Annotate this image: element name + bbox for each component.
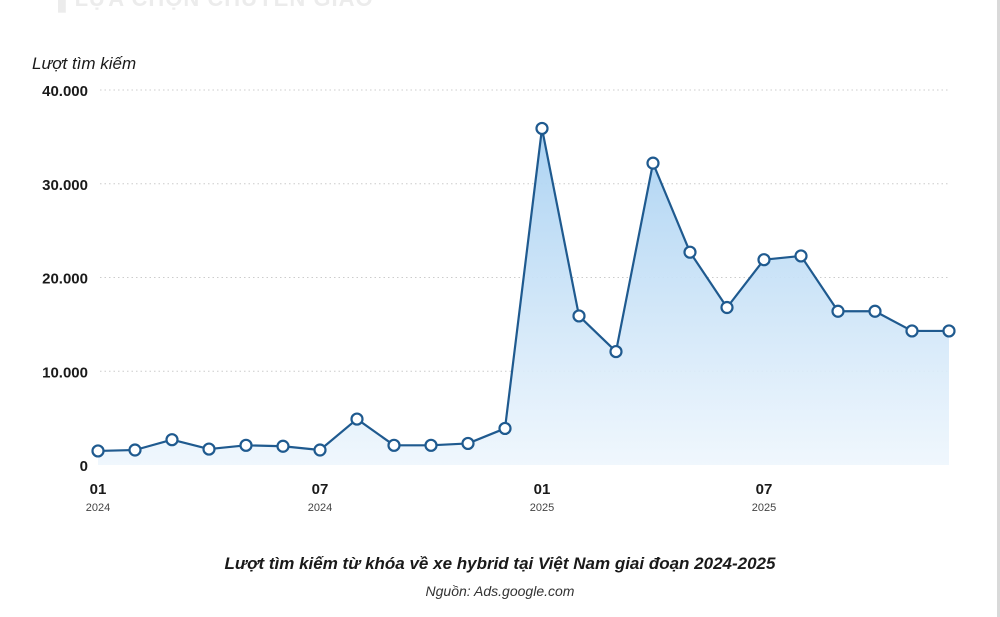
data-point xyxy=(572,309,586,323)
data-point xyxy=(942,324,956,338)
x-tick-year: 2024 xyxy=(86,502,110,514)
y-tick-label: 40.000 xyxy=(42,83,88,100)
data-point xyxy=(91,444,105,458)
data-point xyxy=(350,412,364,426)
data-point xyxy=(128,443,142,457)
x-tick-month: 01 xyxy=(534,481,551,498)
series-area xyxy=(98,128,949,465)
x-tick-year: 2025 xyxy=(752,502,776,514)
x-tick-year: 2024 xyxy=(308,502,332,514)
data-point xyxy=(202,442,216,456)
data-point xyxy=(905,324,919,338)
y-tick-label: 30.000 xyxy=(42,177,88,194)
data-point xyxy=(831,304,845,318)
data-point xyxy=(276,439,290,453)
x-tick-month: 01 xyxy=(90,481,107,498)
data-point xyxy=(794,249,808,263)
data-point xyxy=(535,121,549,136)
y-tick-label: 0 xyxy=(80,458,88,475)
x-tick-month: 07 xyxy=(312,481,329,498)
right-edge-divider xyxy=(997,0,1000,617)
y-tick-label: 10.000 xyxy=(42,364,88,381)
data-point xyxy=(720,300,734,315)
data-point xyxy=(868,304,882,318)
data-point xyxy=(609,344,623,359)
x-tick-month: 07 xyxy=(756,481,773,498)
y-tick-label: 20.000 xyxy=(42,271,88,288)
data-point xyxy=(239,438,253,452)
data-point xyxy=(424,438,438,452)
data-point xyxy=(683,245,697,259)
data-point xyxy=(498,421,512,436)
data-point xyxy=(757,253,771,267)
data-point xyxy=(387,438,401,452)
chart-caption: Lượt tìm kiếm từ khóa về xe hybrid tại V… xyxy=(224,554,776,573)
x-tick-year: 2025 xyxy=(530,502,554,514)
data-point xyxy=(461,436,475,451)
data-point xyxy=(313,443,327,457)
header-fragment: ▌LỰA CHỌN CHUYỂN GIAO xyxy=(58,0,374,12)
y-axis-label: Lượt tìm kiếm xyxy=(32,54,136,73)
data-point xyxy=(646,156,660,170)
chart-source: Nguồn: Ads.google.com xyxy=(425,583,575,599)
data-point xyxy=(165,433,179,447)
